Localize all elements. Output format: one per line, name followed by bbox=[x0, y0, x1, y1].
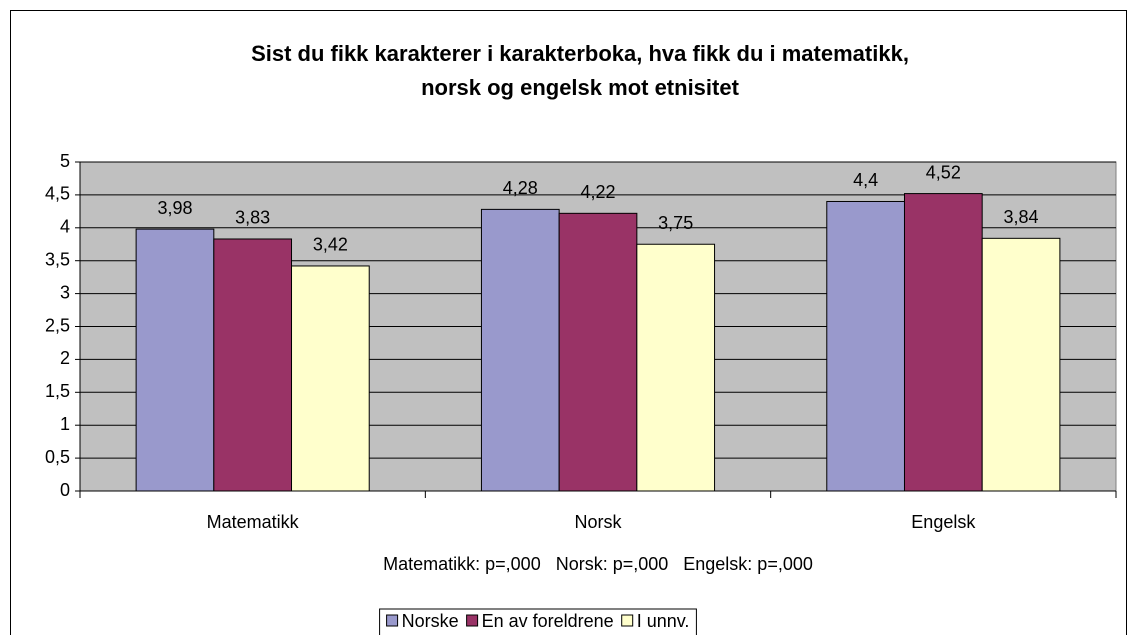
value-label: 3,98 bbox=[157, 198, 192, 218]
y-tick-label: 1 bbox=[60, 414, 70, 434]
value-label: 4,22 bbox=[580, 182, 615, 202]
y-tick-label: 5 bbox=[60, 151, 70, 171]
bar bbox=[826, 200, 905, 492]
y-tick-label: 2 bbox=[60, 348, 70, 368]
value-label: 4,4 bbox=[853, 170, 878, 190]
value-label: 4,28 bbox=[503, 178, 538, 198]
bar bbox=[135, 228, 215, 492]
legend-swatch bbox=[386, 614, 399, 627]
x-tick-label: Engelsk bbox=[911, 512, 976, 532]
chart-title: norsk og engelsk mot etnisitet bbox=[421, 75, 740, 100]
y-tick-label: 4,5 bbox=[45, 184, 70, 204]
legend-label: En av foreldrene bbox=[482, 611, 614, 631]
bar bbox=[981, 237, 1061, 492]
legend bbox=[379, 608, 697, 635]
bar bbox=[291, 265, 370, 492]
y-tick-label: 4 bbox=[60, 217, 70, 237]
value-label: 3,42 bbox=[313, 235, 348, 255]
y-tick-label: 0,5 bbox=[45, 447, 70, 467]
y-tick-label: 1,5 bbox=[45, 381, 70, 401]
y-tick-label: 0 bbox=[60, 480, 70, 500]
value-label: 3,75 bbox=[658, 213, 693, 233]
bar bbox=[903, 193, 983, 492]
value-label: 3,83 bbox=[235, 208, 270, 228]
y-tick-label: 3 bbox=[60, 282, 70, 302]
y-tick-label: 2,5 bbox=[45, 315, 70, 335]
x-tick-label: Matematikk bbox=[207, 512, 300, 532]
value-label: 3,84 bbox=[1004, 207, 1039, 227]
bar bbox=[636, 243, 716, 492]
legend-label: Norske bbox=[402, 611, 459, 631]
bar bbox=[558, 212, 638, 492]
legend-swatch bbox=[466, 614, 479, 627]
legend-swatch bbox=[621, 614, 634, 627]
bar bbox=[213, 238, 293, 492]
bar bbox=[480, 208, 560, 492]
chart-title: Sist du fikk karakterer i karakterboka, … bbox=[251, 41, 909, 66]
legend-label: I unnv. bbox=[637, 611, 690, 631]
annotation: Matematikk: p=,000 Norsk: p=,000 Engelsk… bbox=[383, 554, 813, 574]
value-label: 4,52 bbox=[926, 162, 961, 182]
x-tick-label: Norsk bbox=[574, 512, 622, 532]
y-tick-label: 3,5 bbox=[45, 249, 70, 269]
